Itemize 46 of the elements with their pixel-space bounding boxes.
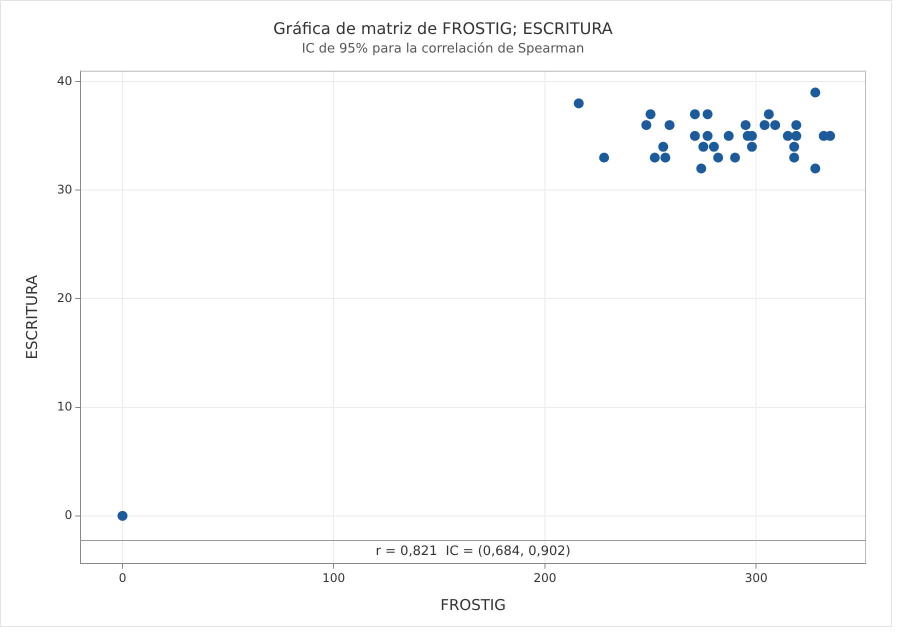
point bbox=[696, 163, 706, 174]
x-tick-label: 300 bbox=[744, 570, 768, 585]
y-tick-label: 0 bbox=[64, 508, 72, 522]
point bbox=[782, 130, 793, 141]
y-tick-label: 20 bbox=[56, 290, 72, 305]
chart-title: Gráfica de matriz de FROSTIG; ESCRITURA bbox=[273, 18, 613, 38]
point bbox=[791, 120, 802, 130]
point bbox=[746, 142, 757, 152]
point bbox=[574, 98, 584, 108]
point bbox=[760, 120, 770, 130]
point bbox=[730, 152, 740, 163]
point bbox=[770, 120, 780, 130]
y-tick-label: 30 bbox=[56, 182, 72, 196]
point bbox=[713, 152, 724, 163]
point bbox=[724, 130, 734, 141]
y-tick-label: 10 bbox=[56, 399, 72, 414]
point bbox=[789, 152, 800, 163]
point bbox=[791, 130, 802, 141]
point bbox=[708, 142, 719, 152]
point bbox=[658, 142, 668, 152]
point bbox=[690, 130, 700, 141]
point bbox=[740, 120, 751, 130]
point bbox=[764, 109, 774, 120]
chart-subtitle: IC de 95% para la correlación de Spearman bbox=[302, 41, 584, 56]
point bbox=[118, 510, 128, 521]
x-axis-title: FROSTIG bbox=[440, 596, 506, 614]
point bbox=[702, 130, 713, 141]
point bbox=[660, 152, 670, 163]
point bbox=[650, 152, 660, 163]
y-axis-title: ESCRITURA bbox=[22, 274, 41, 360]
point bbox=[664, 120, 675, 130]
point bbox=[698, 142, 708, 152]
point bbox=[789, 142, 800, 152]
x-tick-label: 200 bbox=[533, 570, 556, 585]
point bbox=[810, 163, 820, 174]
y-tick-label: 40 bbox=[56, 74, 72, 88]
annotation: r = 0,821 IC = (0,684, 0,902) bbox=[376, 544, 571, 560]
point bbox=[810, 88, 820, 98]
point bbox=[646, 109, 656, 120]
point bbox=[825, 130, 836, 141]
point bbox=[690, 109, 700, 120]
point bbox=[702, 109, 713, 120]
point bbox=[641, 120, 652, 130]
x-tick-label: 100 bbox=[322, 570, 346, 585]
point bbox=[599, 152, 610, 163]
x-tick-label: 0 bbox=[118, 570, 126, 585]
